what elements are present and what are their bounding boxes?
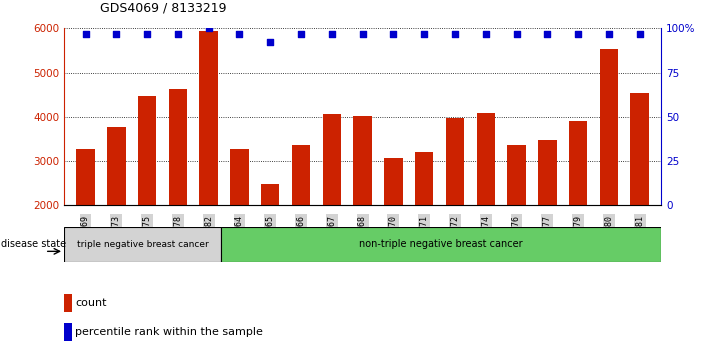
Text: percentile rank within the sample: percentile rank within the sample [75,327,263,337]
Bar [107,127,126,294]
Point [295,31,306,36]
Bar [353,116,372,294]
Bar [323,114,341,294]
Bar [64,295,72,312]
Bar [476,113,495,294]
Point [387,31,399,36]
Point [203,25,215,31]
Bar [538,140,557,294]
Bar [200,30,218,294]
Point [326,31,338,36]
Text: non-triple negative breast cancer: non-triple negative breast cancer [359,239,523,249]
Bar [508,145,525,294]
Bar [569,121,587,294]
Point [172,31,183,36]
Point [510,31,522,36]
Point [419,31,430,36]
Point [80,31,91,36]
Bar [76,149,95,294]
Bar [261,184,279,294]
Point [357,31,368,36]
Point [634,31,646,36]
Point [111,31,122,36]
Bar [384,158,402,294]
Bar [631,93,649,294]
Point [480,31,491,36]
FancyBboxPatch shape [221,227,661,262]
Point [449,31,461,36]
Point [572,31,584,36]
Bar [292,145,310,294]
Bar [446,118,464,294]
Text: GDS4069 / 8133219: GDS4069 / 8133219 [100,1,226,14]
Bar [415,152,434,294]
Text: count: count [75,298,107,308]
Text: triple negative breast cancer: triple negative breast cancer [77,240,208,249]
Point [542,31,553,36]
Point [603,31,614,36]
Point [234,31,245,36]
Bar [64,323,72,341]
Text: disease state: disease state [1,239,66,249]
Point [264,40,276,45]
Bar [230,149,249,294]
Bar [599,49,618,294]
Bar [169,90,187,294]
Bar [138,96,156,294]
Point [141,31,153,36]
FancyBboxPatch shape [64,227,221,262]
